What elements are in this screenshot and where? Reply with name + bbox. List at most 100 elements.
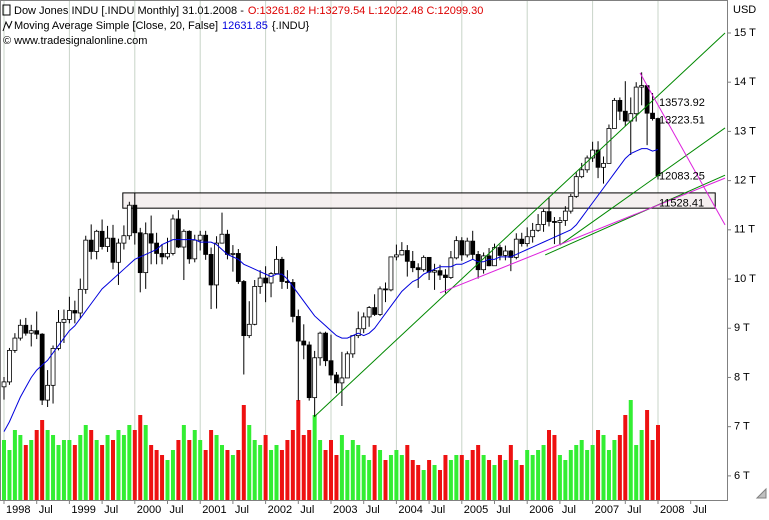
level-label: 13223.51 bbox=[659, 114, 705, 126]
candle-body bbox=[622, 110, 628, 122]
candle-body bbox=[344, 353, 350, 379]
volume-bar bbox=[252, 440, 257, 500]
volume-bar bbox=[350, 440, 355, 500]
ma-last: 12631.85 bbox=[222, 20, 268, 32]
candle-body bbox=[432, 270, 437, 273]
volume-bar bbox=[203, 450, 208, 500]
x-tick-label: Jul bbox=[431, 504, 445, 516]
volume-bar bbox=[78, 435, 83, 500]
x-tick-label: 2003 bbox=[333, 504, 357, 516]
resize-grip bbox=[755, 487, 767, 499]
volume-bar bbox=[356, 445, 361, 500]
volume-bar bbox=[378, 450, 383, 500]
candle-body bbox=[83, 239, 89, 290]
y-tick-label: 12 T bbox=[734, 175, 756, 187]
y-tick-label: 13 T bbox=[734, 125, 756, 137]
candle-body bbox=[579, 169, 585, 178]
volume-bar bbox=[290, 430, 295, 500]
volume-bar bbox=[165, 460, 170, 500]
volume-bar bbox=[585, 450, 590, 500]
volume-bar bbox=[236, 450, 241, 500]
volume-bar bbox=[432, 465, 437, 500]
candle-body bbox=[519, 238, 525, 245]
candle-body bbox=[568, 195, 574, 212]
y-tick-label: 6 T bbox=[734, 470, 750, 482]
candle-body bbox=[121, 235, 127, 244]
candle-body bbox=[252, 286, 258, 325]
volume-bar bbox=[83, 425, 88, 500]
volume-bar bbox=[536, 450, 541, 500]
volume-bar bbox=[530, 455, 535, 500]
ma-legend: Moving Average Simple [Close, 20, False]… bbox=[14, 20, 310, 32]
x-tick-label: 2001 bbox=[202, 504, 226, 516]
x-tick-label: Jul bbox=[366, 504, 380, 516]
volume-bar bbox=[127, 425, 132, 500]
volume-bar bbox=[650, 440, 655, 500]
volume-bar bbox=[367, 460, 372, 500]
volume-bar bbox=[323, 450, 328, 500]
candle-body bbox=[61, 318, 67, 323]
volume-bar bbox=[170, 450, 175, 500]
candle-body bbox=[388, 256, 394, 291]
candle-body bbox=[502, 250, 508, 256]
candle-body bbox=[601, 162, 606, 168]
candle-body bbox=[350, 335, 356, 355]
candle-body bbox=[301, 340, 307, 346]
candle-body bbox=[17, 324, 23, 339]
volume-bar bbox=[2, 440, 6, 500]
candle-body bbox=[524, 236, 530, 245]
candle-body bbox=[334, 374, 339, 384]
candle-body bbox=[12, 337, 18, 351]
candle-body bbox=[443, 274, 448, 278]
candle-body bbox=[219, 233, 225, 244]
candle-body bbox=[214, 242, 219, 286]
volume-bar bbox=[383, 460, 388, 500]
candle-body bbox=[7, 349, 12, 383]
volume-bar bbox=[421, 470, 426, 500]
candle-body bbox=[197, 234, 203, 241]
candle-body bbox=[552, 221, 557, 223]
volume-bar bbox=[525, 450, 530, 500]
legend-icon bbox=[2, 4, 11, 16]
candle-body bbox=[312, 357, 318, 399]
volume-bar bbox=[301, 435, 306, 500]
volume-bar bbox=[579, 440, 584, 500]
volume-bar bbox=[241, 405, 246, 500]
y-tick-label: 8 T bbox=[734, 371, 750, 383]
candle-body bbox=[377, 288, 383, 315]
candle-body bbox=[366, 307, 372, 318]
volume-bar bbox=[639, 430, 644, 500]
candle-body bbox=[383, 288, 388, 291]
candle-body bbox=[404, 250, 410, 262]
volume-bar bbox=[296, 400, 301, 500]
candle-body bbox=[67, 310, 72, 320]
x-tick-label: 2000 bbox=[137, 504, 161, 516]
source: © www.tradesignalonline.com bbox=[3, 35, 147, 47]
candle-body bbox=[230, 253, 236, 255]
y-tick-label: 7 T bbox=[734, 421, 750, 433]
candle-body bbox=[415, 267, 421, 271]
trendline bbox=[544, 174, 726, 256]
x-tick-label: 2007 bbox=[595, 504, 619, 516]
y-tick-label: 11 T bbox=[734, 224, 755, 236]
volume-bar bbox=[541, 445, 546, 500]
volume-bar bbox=[181, 425, 186, 500]
volume-bar bbox=[143, 425, 148, 500]
volume-bar bbox=[51, 435, 56, 500]
candle-body bbox=[235, 253, 241, 282]
candle-body bbox=[393, 254, 399, 258]
y-tick-label: 15 T bbox=[734, 27, 756, 39]
candle-body bbox=[617, 99, 623, 112]
volume-bar bbox=[656, 425, 660, 500]
candle-body bbox=[72, 310, 78, 314]
volume-bar bbox=[209, 430, 214, 500]
volume-bar bbox=[617, 435, 622, 500]
candle-body bbox=[459, 240, 465, 256]
volume-bar bbox=[214, 435, 219, 500]
candle-body bbox=[110, 237, 116, 263]
volume-bar bbox=[154, 450, 159, 500]
candle-body bbox=[257, 277, 263, 287]
volume-bar bbox=[94, 440, 99, 500]
legend: Dow Jones INDU [.INDU Monthly] 31.01.200… bbox=[2, 4, 483, 47]
